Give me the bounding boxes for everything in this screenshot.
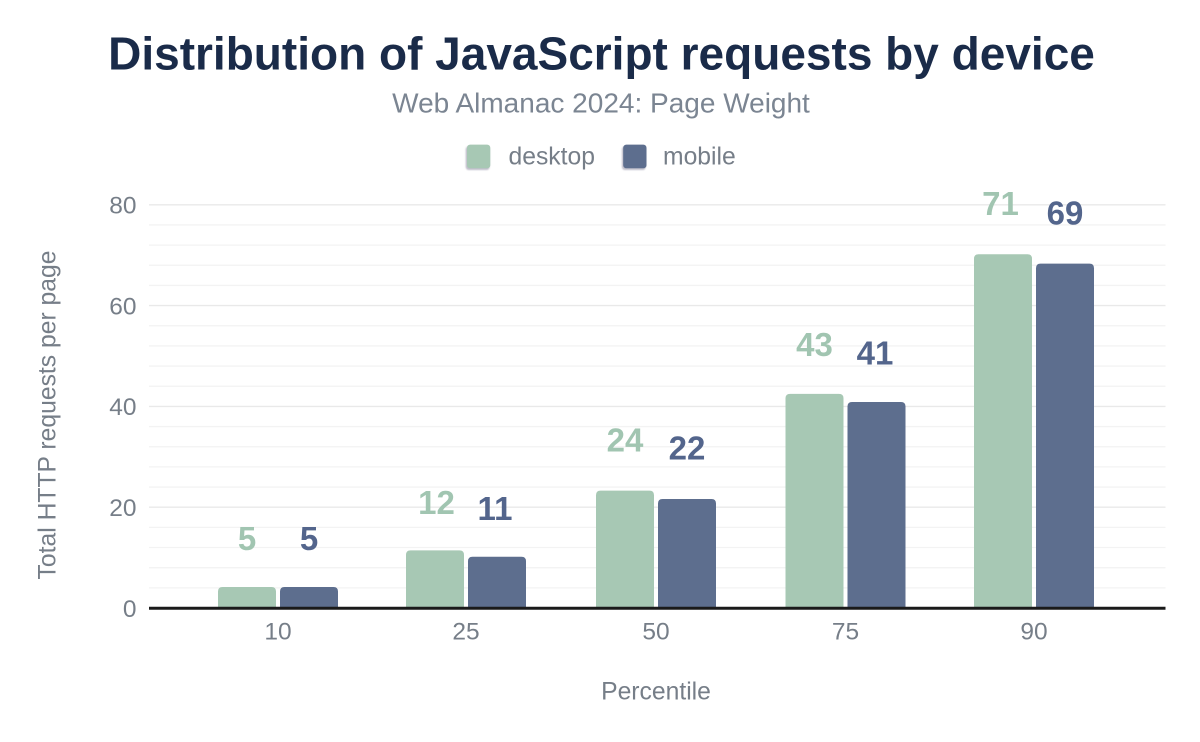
svg-text:12: 12 <box>418 484 455 521</box>
svg-text:Distribution of JavaScript req: Distribution of JavaScript requests by d… <box>108 28 1095 80</box>
svg-text:Web Almanac 2024: Page Weight: Web Almanac 2024: Page Weight <box>392 88 810 119</box>
svg-text:90: 90 <box>1020 619 1047 646</box>
svg-text:41: 41 <box>857 335 894 372</box>
svg-text:Percentile: Percentile <box>601 679 711 706</box>
svg-text:71: 71 <box>982 185 1019 222</box>
svg-text:25: 25 <box>452 619 479 646</box>
svg-text:20: 20 <box>109 495 136 522</box>
svg-text:mobile: mobile <box>663 144 736 171</box>
svg-text:50: 50 <box>642 619 669 646</box>
svg-text:5: 5 <box>300 520 318 557</box>
svg-text:43: 43 <box>796 326 833 363</box>
svg-text:60: 60 <box>109 293 136 320</box>
svg-text:desktop: desktop <box>509 144 595 171</box>
svg-text:22: 22 <box>669 430 706 467</box>
svg-text:11: 11 <box>478 490 513 527</box>
svg-text:80: 80 <box>109 193 136 220</box>
svg-text:24: 24 <box>607 421 644 458</box>
svg-text:69: 69 <box>1047 194 1084 231</box>
svg-text:0: 0 <box>123 596 137 623</box>
svg-text:5: 5 <box>238 520 256 557</box>
svg-text:10: 10 <box>264 619 291 646</box>
svg-text:40: 40 <box>109 394 136 421</box>
svg-text:75: 75 <box>832 619 859 646</box>
svg-text:Total HTTP requests per page: Total HTTP requests per page <box>35 251 62 580</box>
